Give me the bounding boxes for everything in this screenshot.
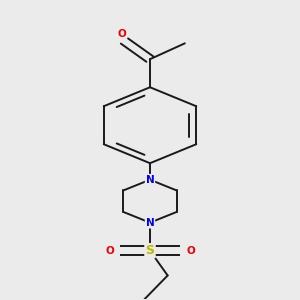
Text: O: O bbox=[186, 246, 195, 256]
Text: N: N bbox=[146, 175, 154, 185]
Text: S: S bbox=[146, 244, 154, 257]
Text: O: O bbox=[118, 29, 127, 39]
Text: O: O bbox=[105, 246, 114, 256]
Text: N: N bbox=[146, 218, 154, 228]
